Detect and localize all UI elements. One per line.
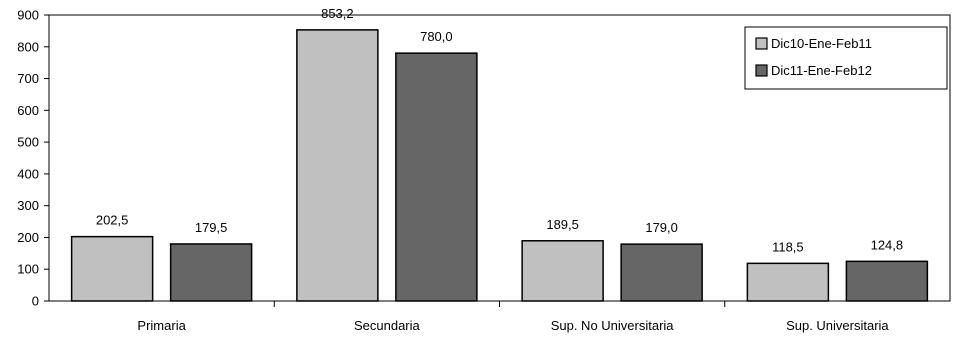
bar [746,262,830,302]
bar [296,29,379,302]
legend-label: Dic11-Ene-Feb12 [771,63,872,78]
y-tick-label: 800 [17,39,39,54]
x-tick-label: Sup. No Universitaria [551,318,675,333]
y-tick-label: 200 [17,230,39,245]
bars: 202,5 179,5 853,2 780,0 189,5 179,0 118,5 124,8 [70,6,929,302]
y-tick-label: 500 [17,135,39,150]
x-tick-label: Sup. Universitaria [786,318,889,333]
data-label: 853,2 [321,6,354,21]
data-label: 124,8 [871,237,904,252]
data-label: 179,5 [195,220,228,235]
bar [620,243,703,302]
y-tick-label: 100 [17,262,39,277]
bar [845,260,929,302]
data-label: 179,0 [645,220,678,235]
y-axis: 0 100 200 300 400 500 600 700 800 900 [17,8,49,309]
bar [395,52,478,302]
bar [521,240,604,302]
y-tick-label: 400 [17,166,39,181]
legend-swatch [755,64,768,77]
bar [169,243,253,302]
y-tick-label: 700 [17,71,39,86]
x-tick-label: Secundaria [354,318,421,333]
x-tick-label: Primaria [137,318,186,333]
legend-swatch [755,37,768,50]
data-label: 780,0 [420,29,453,44]
data-label: 202,5 [96,213,129,228]
y-tick-label: 600 [17,103,39,118]
legend-box [744,26,948,90]
y-tick-label: 300 [17,198,39,213]
data-label: 118,5 [772,239,804,254]
bar [70,235,154,302]
y-tick-label: 0 [32,294,39,309]
x-axis: Primaria Secundaria Sup. No Universitaria S… [137,301,889,333]
data-label: 189,5 [546,217,579,232]
y-tick-label: 900 [17,8,39,23]
legend: Dic10-Ene-Feb11 Dic11-Ene-Feb12 [744,26,948,90]
legend-label: Dic10-Ene-Feb11 [771,36,872,51]
